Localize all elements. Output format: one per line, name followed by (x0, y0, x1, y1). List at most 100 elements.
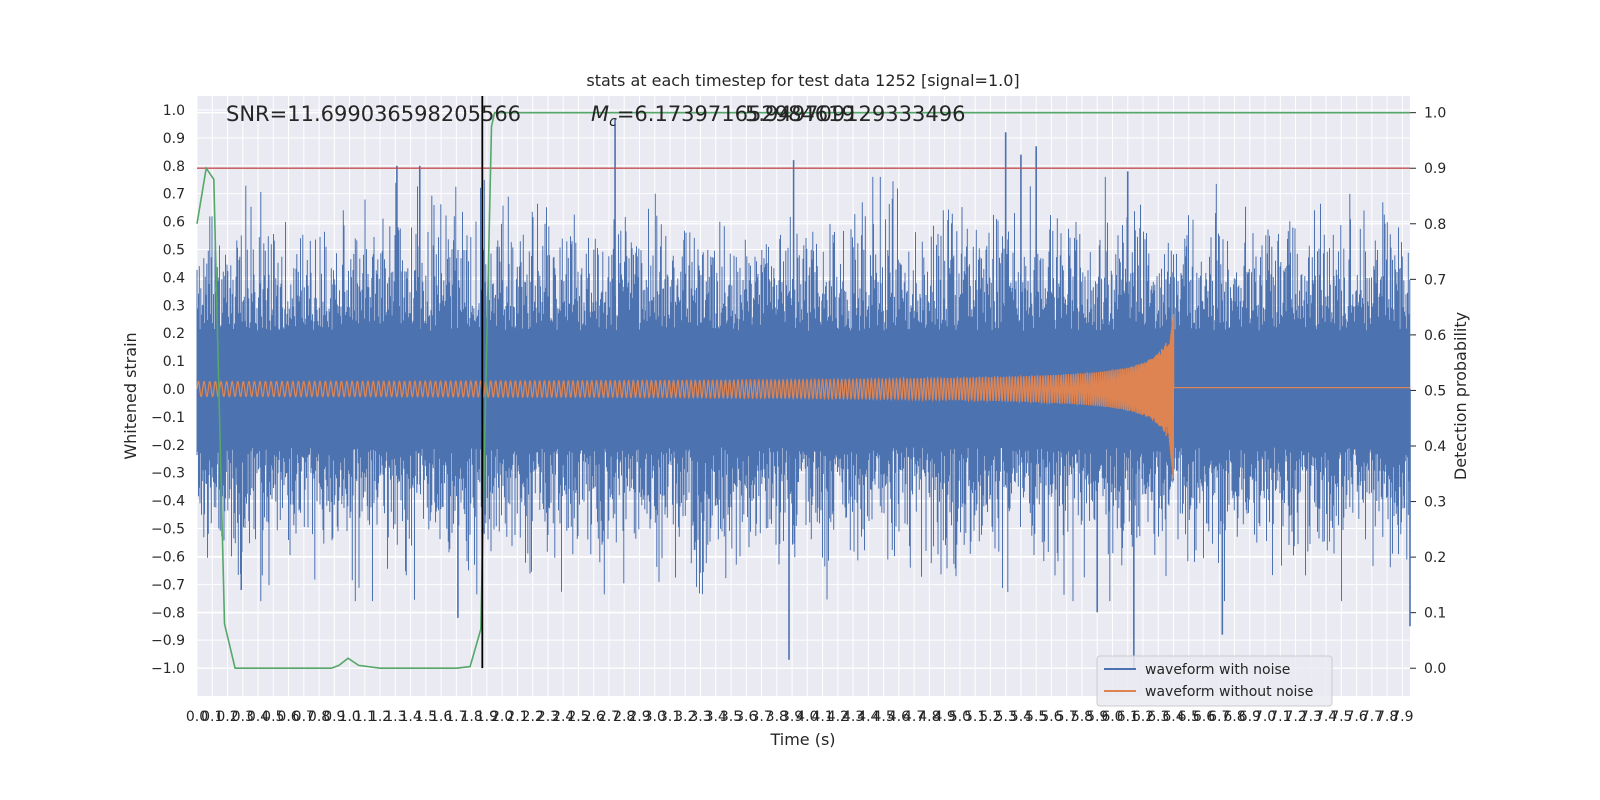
x-tick-label: 7.4 (1315, 709, 1337, 725)
x-tick-label: 1.1 (354, 709, 376, 725)
x-tick-label: 6.0 (1101, 709, 1123, 725)
x-tick-label: 1.9 (476, 709, 498, 725)
legend-box (1096, 655, 1333, 707)
x-tick-label: 6.9 (1239, 709, 1261, 725)
chirp-mass-subscript: c (609, 114, 617, 130)
x-tick-label: 0.7 (293, 709, 315, 725)
x-tick-label: 6.7 (1208, 709, 1230, 725)
x-tick-label: 7.7 (1361, 709, 1383, 725)
x-tick-label: 6.2 (1132, 709, 1154, 725)
x-tick-label: 3.1 (659, 709, 681, 725)
x-tick-label: 7.2 (1284, 709, 1306, 725)
x-tick-label: 2.1 (506, 709, 528, 725)
x-tick-label: 4.7 (903, 709, 925, 725)
right-y-tick-label: 0.2 (1424, 550, 1446, 566)
x-tick-label: 1.4 (399, 709, 421, 725)
x-tick-label: 0.1 (201, 709, 223, 725)
y-tick-label: 0.1 (163, 354, 185, 370)
y-tick-label: 0.9 (163, 131, 185, 147)
y-tick-label: 0.5 (163, 242, 185, 258)
x-tick-label: 7.8 (1376, 709, 1398, 725)
x-tick-label: 1.0 (338, 709, 360, 725)
x-tick-label: 7.3 (1300, 709, 1322, 725)
y-tick-label: −0.6 (151, 549, 185, 565)
y-tick-label: 0.7 (163, 187, 185, 203)
probability-line (196, 111, 1410, 670)
x-tick-labels: 0.00.10.20.30.40.50.60.70.80.91.01.11.21… (186, 709, 1414, 725)
chirp-mass-value: =6.173971652984619 (617, 102, 855, 126)
y-tick-label: −0.2 (151, 438, 185, 454)
x-tick-label: 5.4 (1010, 709, 1032, 725)
y-tick-label: −1.0 (151, 661, 185, 677)
legend-label-clean: waveform without noise (1145, 684, 1313, 700)
x-tick-label: 4.8 (918, 709, 940, 725)
x-tick-label: 2.4 (552, 709, 574, 725)
right-y-tick-label: 0.9 (1424, 161, 1446, 177)
right-y-tick-label: 0.6 (1424, 328, 1446, 344)
x-tick-label: 7.9 (1391, 709, 1413, 725)
noise-series (196, 118, 1411, 669)
y-tick-label: 0.2 (163, 326, 185, 342)
x-tick-label: 4.5 (872, 709, 894, 725)
y-tick-label: 0.8 (163, 159, 185, 175)
x-tick-label: 4.0 (796, 709, 818, 725)
right-y-tick-label: 1.0 (1424, 106, 1446, 122)
x-tick-label: 3.7 (750, 709, 772, 725)
x-tick-label: 2.0 (491, 709, 513, 725)
x-tick-label: 2.3 (537, 709, 559, 725)
x-tick-label: 5.5 (1025, 709, 1047, 725)
right-y-tick-label: 0.0 (1424, 661, 1446, 677)
x-tick-label: 2.6 (583, 709, 605, 725)
y-tick-label: −0.3 (151, 466, 185, 482)
x-tick-label: 2.2 (522, 709, 544, 725)
x-tick-label: 1.5 (415, 709, 437, 725)
y-tick-label: −0.1 (151, 410, 185, 426)
y-tick-label: −0.8 (151, 605, 185, 621)
legend-label-noise: waveform with noise (1145, 662, 1290, 678)
right-y-tick-labels: 1.0 0.9 0.8 0.7 0.6 0.5 0.4 0.3 0.2 0.1 0.0 (1424, 106, 1446, 678)
x-tick-label: 1.7 (445, 709, 467, 725)
x-tick-label: 0.8 (308, 709, 330, 725)
x-tick-label: 3.9 (781, 709, 803, 725)
x-tick-label: 5.9 (1086, 709, 1108, 725)
y-tick-label: 1.0 (163, 103, 185, 119)
x-tick-label: 5.6 (1040, 709, 1062, 725)
x-tick-label: 7.5 (1330, 709, 1352, 725)
x-tick-label: 4.1 (811, 709, 833, 725)
x-tick-label: 1.3 (384, 709, 406, 725)
x-tick-label: 6.6 (1193, 709, 1215, 725)
probability-series (196, 95, 1410, 670)
x-tick-label: 6.1 (1117, 709, 1139, 725)
x-tick-label: 4.4 (857, 709, 879, 725)
x-tick-label: 0.0 (186, 709, 208, 725)
snr-annotation: SNR=11.699036598205566 (226, 102, 521, 126)
x-tick-label: 1.8 (461, 709, 483, 725)
right-y-tick-label: 0.1 (1424, 606, 1446, 622)
x-tick-label: 1.2 (369, 709, 391, 725)
x-tick-label: 4.9 (934, 709, 956, 725)
right-y-tick-label: 0.7 (1424, 272, 1446, 288)
x-axis-label: Time (s) (769, 730, 835, 749)
x-tick-label: 5.8 (1071, 709, 1093, 725)
x-tick-label: 3.4 (705, 709, 727, 725)
x-tick-label: 7.6 (1345, 709, 1367, 725)
x-tick-label: 2.9 (628, 709, 650, 725)
x-tick-label: 5.0 (949, 709, 971, 725)
right-y-tick-label: 0.4 (1424, 439, 1446, 455)
x-tick-label: 7.1 (1269, 709, 1291, 725)
chirp-mass-annotation: Mc=6.173971652984619 (591, 102, 855, 130)
x-tick-label: 0.9 (323, 709, 345, 725)
x-tick-label: 7.0 (1254, 709, 1276, 725)
x-tick-label: 3.3 (689, 709, 711, 725)
x-tick-label: 1.6 (430, 709, 452, 725)
y-tick-label: 0.0 (163, 382, 185, 398)
x-tick-label: 3.5 (720, 709, 742, 725)
x-tick-label: 5.1 (964, 709, 986, 725)
x-tick-label: 3.8 (766, 709, 788, 725)
y-tick-label: −0.4 (151, 494, 185, 510)
chirp-mass-symbol: M (591, 102, 609, 126)
x-tick-label: 5.7 (1056, 709, 1078, 725)
y-tick-label: −0.7 (151, 577, 185, 593)
legend: waveform with noise waveform without noi… (1096, 655, 1333, 707)
